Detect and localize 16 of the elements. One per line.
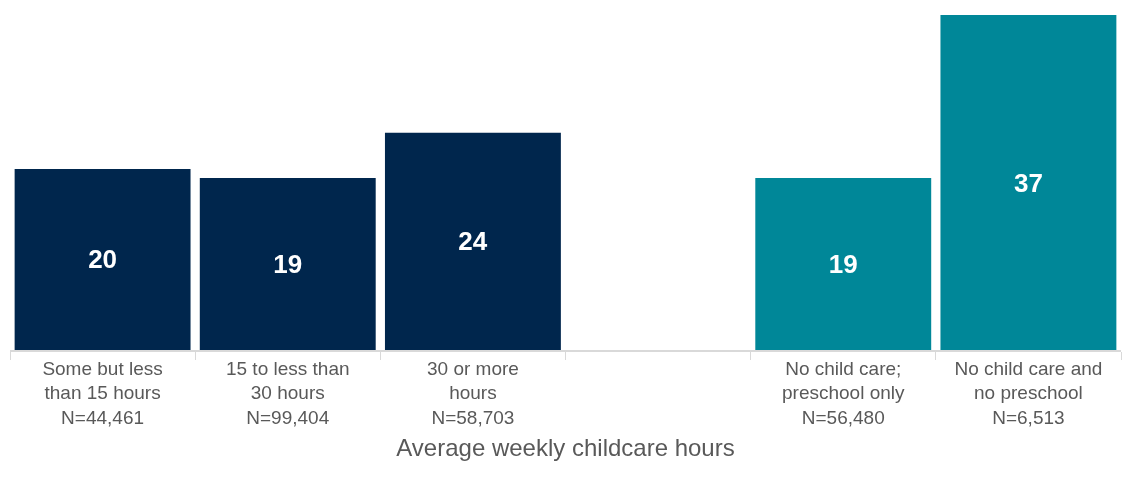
bar (940, 15, 1117, 350)
x-tick-label: No child care and no preschool N=6,513 (954, 357, 1103, 428)
bar (384, 132, 561, 350)
x-tick-label: 15 to less than 30 hours N=99,404 (225, 357, 350, 428)
data-label: 19 (273, 248, 303, 279)
x-tick-label: 30 or more hours N=58,703 (426, 357, 519, 428)
bar (199, 177, 376, 350)
data-label: 20 (88, 244, 118, 275)
bar (14, 168, 191, 350)
data-label: 24 (458, 226, 488, 257)
data-label: 37 (1013, 167, 1043, 198)
data-label: 19 (828, 248, 858, 279)
bar (755, 177, 932, 350)
x-tick-label: No child care; preschool only N=56,480 (781, 357, 905, 428)
x-axis-title: Average weekly childcare hours (396, 433, 735, 461)
x-tick-label: Some but less than 15 hours N=44,461 (42, 357, 163, 428)
